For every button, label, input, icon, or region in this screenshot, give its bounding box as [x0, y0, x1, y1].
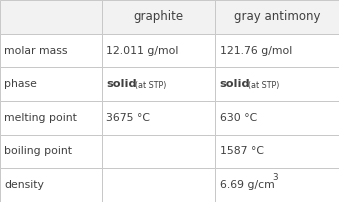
- Text: phase: phase: [4, 79, 37, 89]
- Bar: [102, 34, 215, 67]
- Bar: [0, 34, 102, 67]
- Bar: [215, 34, 339, 67]
- Bar: [215, 0, 339, 34]
- Text: (at STP): (at STP): [135, 81, 166, 90]
- Bar: [0, 168, 102, 202]
- Text: 3: 3: [272, 173, 278, 182]
- Bar: [102, 101, 215, 135]
- Text: gray antimony: gray antimony: [234, 10, 320, 23]
- Text: 630 °C: 630 °C: [220, 113, 257, 123]
- Bar: [0, 135, 102, 168]
- Bar: [102, 168, 215, 202]
- Bar: [0, 101, 102, 135]
- Text: (at STP): (at STP): [248, 81, 280, 90]
- Bar: [215, 101, 339, 135]
- Bar: [0, 0, 102, 34]
- Bar: [102, 0, 215, 34]
- Bar: [215, 67, 339, 101]
- Text: molar mass: molar mass: [4, 45, 68, 56]
- Text: 121.76 g/mol: 121.76 g/mol: [220, 45, 292, 56]
- Bar: [0, 67, 102, 101]
- Bar: [102, 67, 215, 101]
- Text: 3675 °C: 3675 °C: [106, 113, 150, 123]
- Text: 6.69 g/cm: 6.69 g/cm: [220, 180, 275, 190]
- Text: 12.011 g/mol: 12.011 g/mol: [106, 45, 178, 56]
- Text: graphite: graphite: [134, 10, 183, 23]
- Text: boiling point: boiling point: [4, 146, 73, 157]
- Text: melting point: melting point: [4, 113, 77, 123]
- Bar: [102, 135, 215, 168]
- Bar: [215, 135, 339, 168]
- Bar: [215, 168, 339, 202]
- Text: 1587 °C: 1587 °C: [220, 146, 264, 157]
- Text: solid: solid: [220, 79, 250, 89]
- Text: density: density: [4, 180, 44, 190]
- Text: solid: solid: [106, 79, 137, 89]
